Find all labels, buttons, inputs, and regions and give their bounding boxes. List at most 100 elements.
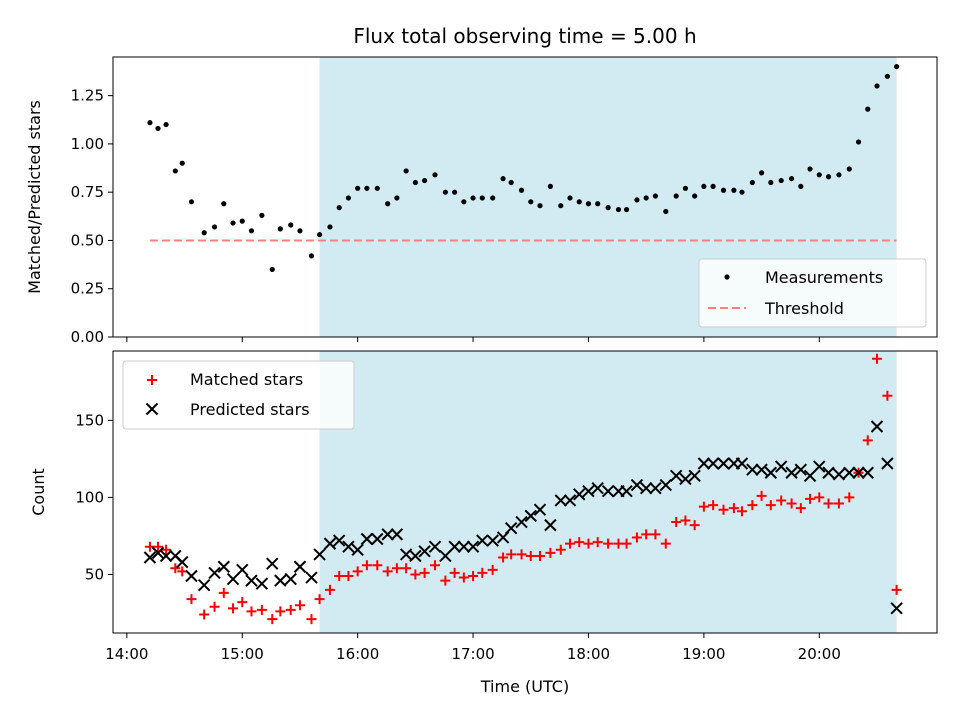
measurement-point	[336, 205, 342, 211]
measurement-point	[807, 166, 813, 172]
matched-point	[477, 567, 488, 578]
predicted-point	[822, 466, 835, 479]
predicted-point	[418, 545, 431, 558]
measurement-point	[490, 195, 496, 201]
measurement-point	[576, 199, 582, 205]
measurement-point	[663, 208, 669, 215]
bottom-panel: 50 100 150 14:00 15:00 16:00 17:00 18:00 19:00 2…	[29, 350, 938, 696]
matched-point	[498, 552, 509, 563]
y-tick-label: 0.75	[71, 183, 104, 201]
matched-point	[833, 498, 844, 509]
measurement-point	[595, 201, 601, 207]
predicted-point	[476, 534, 489, 547]
predicted-point	[785, 466, 798, 479]
matched-point	[294, 600, 305, 611]
measurement-point	[585, 201, 592, 207]
y-tick-label: 0.50	[71, 231, 104, 249]
predicted-point	[439, 549, 452, 563]
predicted-point	[774, 460, 788, 473]
x-axis-label: Time (UTC)	[480, 677, 569, 696]
matched-point	[698, 501, 709, 512]
legend-plus-marker	[147, 375, 157, 385]
count-points	[143, 353, 903, 625]
matched-point	[314, 594, 325, 605]
matched-point	[689, 520, 700, 531]
measurement-point	[518, 187, 525, 193]
legend-label-matched: Matched stars	[190, 370, 303, 389]
matched-point	[718, 504, 729, 515]
measurement-point	[327, 224, 333, 230]
matched-point	[429, 560, 440, 571]
matched-point	[650, 529, 661, 540]
matched-point	[844, 492, 855, 503]
y-tick-label: 50	[85, 565, 104, 583]
predicted-point	[803, 469, 817, 483]
predicted-point	[870, 420, 884, 433]
legend-label-measurements: Measurements	[765, 268, 883, 287]
predicted-point	[226, 572, 240, 586]
measurement-point	[230, 220, 236, 226]
top-y-ticks: 0.00 0.25 0.50 0.75 1.00 1.25	[71, 87, 113, 346]
measurement-point	[825, 174, 832, 180]
bottom-y-ticks: 50 100 150	[75, 411, 113, 583]
predicted-point	[313, 548, 326, 561]
matched-point	[535, 550, 546, 561]
matched-point	[352, 566, 363, 577]
measurement-point	[788, 176, 795, 182]
predicted-point	[601, 485, 615, 498]
predicted-point	[159, 549, 173, 563]
matched-point	[170, 563, 181, 574]
legend-marker-measurements	[724, 274, 730, 280]
top-legend-box	[698, 258, 927, 328]
predicted-point	[679, 472, 692, 486]
predicted-point	[448, 540, 461, 553]
matched-point	[786, 498, 797, 509]
matched-point	[449, 567, 460, 578]
measurement-point	[537, 203, 543, 209]
predicted-point	[852, 466, 865, 479]
predicted-point	[360, 532, 374, 546]
predicted-point	[293, 560, 307, 573]
matched-point	[525, 550, 536, 561]
matched-point	[228, 603, 239, 614]
predicted-point	[266, 557, 279, 570]
bottom-legend-box	[122, 360, 355, 430]
matched-point	[440, 575, 451, 586]
matched-point	[574, 537, 585, 548]
bottom-x-ticks: 14:00 15:00 16:00 17:00 18:00 19:00 20:00	[105, 633, 841, 663]
matched-point	[565, 538, 576, 549]
y-tick-label: 0.00	[71, 328, 104, 346]
measurement-point	[470, 195, 476, 201]
measurement-point	[884, 73, 890, 79]
measurement-point	[147, 120, 153, 126]
measurement-point	[442, 189, 448, 195]
predicted-point	[544, 518, 557, 532]
y-tick-label: 0.25	[71, 280, 104, 298]
measurement-point	[652, 193, 659, 199]
measurement-point	[288, 222, 294, 228]
matched-point	[256, 604, 267, 615]
measurement-point	[394, 195, 400, 201]
predicted-point	[573, 488, 586, 501]
measurement-point	[452, 189, 458, 195]
measurement-point	[894, 64, 900, 70]
predicted-point	[466, 540, 480, 553]
predicted-point	[351, 543, 364, 556]
x-tick-label: 19:00	[682, 645, 725, 663]
predicted-point	[143, 551, 157, 564]
measurement-point	[701, 183, 707, 189]
measurement-point	[634, 197, 640, 203]
matched-point	[306, 614, 317, 625]
predicted-point	[881, 457, 894, 470]
predicted-point	[524, 509, 537, 523]
x-tick-label: 14:00	[105, 645, 148, 663]
matched-point	[246, 606, 257, 617]
measurement-point	[798, 183, 804, 189]
predicted-point	[832, 468, 846, 481]
predicted-point	[764, 466, 778, 479]
matched-point	[419, 567, 430, 578]
matched-point	[199, 609, 210, 620]
predicted-point	[245, 574, 258, 587]
matched-point	[401, 563, 412, 574]
predicted-point	[197, 579, 211, 592]
